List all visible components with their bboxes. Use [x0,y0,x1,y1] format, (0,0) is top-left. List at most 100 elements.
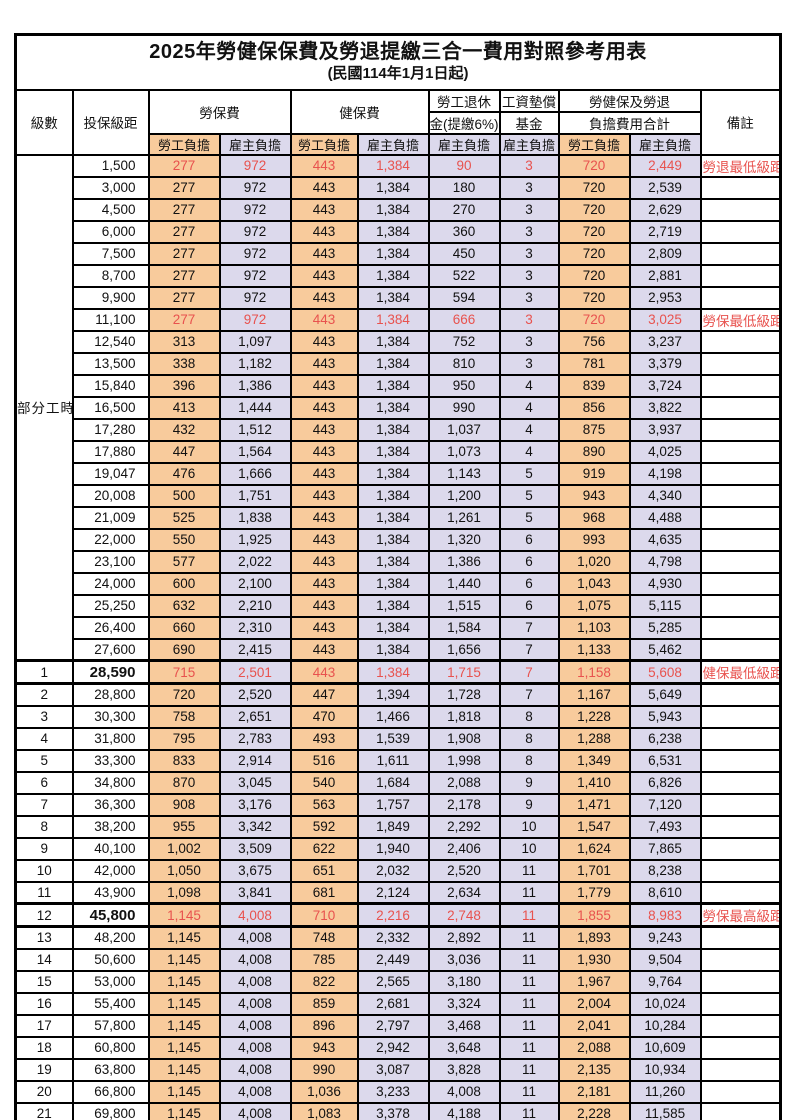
wage-fund-employer-cell: 4 [498,395,560,420]
pension-employer-cell: 3,180 [427,969,501,994]
remark-cell [699,263,782,288]
pension-employer-cell: 3,648 [427,1035,501,1060]
level-cell: 5 [14,748,74,773]
wage-fund-employer-cell: 3 [498,153,560,178]
labor-employee-cell: 1,145 [147,969,221,994]
total-employee-cell: 943 [557,483,631,508]
labor-employer-cell: 1,444 [218,395,292,420]
pension-employer-cell: 522 [427,263,501,288]
total-employee-cell: 756 [557,329,631,354]
pension-employer-cell: 3,324 [427,991,501,1016]
remark-cell: 勞退最低級距 [699,153,782,178]
health-employer-cell: 1,466 [356,704,430,729]
pension-employer-cell: 1,656 [427,637,501,662]
bracket-cell: 27,600 [71,637,150,662]
health-employee-cell: 443 [289,395,359,420]
labor-employer-cell: 2,100 [218,571,292,596]
total-employer-cell: 2,719 [628,219,702,244]
table-row: 14 50,600 1,145 4,008 785 2,449 3,036 11 1,930 9,… [14,947,782,972]
bracket-cell: 3,000 [71,175,150,200]
remark-cell [699,615,782,640]
remark-cell [699,925,782,950]
level-cell: 7 [14,792,74,817]
health-employer-cell: 1,384 [356,263,430,288]
labor-employer-cell: 3,675 [218,858,292,883]
labor-employee-cell: 413 [147,395,221,420]
remark-cell [699,814,782,839]
total-employee-cell: 1,410 [557,770,631,795]
wage-fund-employer-cell: 3 [498,263,560,288]
bracket-cell: 26,400 [71,615,150,640]
header-pension-line2: 金(提繳6%) [427,110,501,135]
total-employer-cell: 2,539 [628,175,702,200]
wage-fund-employer-cell: 11 [498,1057,560,1082]
remark-cell [699,395,782,420]
part-time-label: 部分工時 [14,153,74,662]
labor-employer-cell: 3,342 [218,814,292,839]
health-employer-cell: 1,384 [356,483,430,508]
total-employee-cell: 1,893 [557,925,631,950]
labor-employer-cell: 4,008 [218,925,292,950]
health-employer-cell: 1,849 [356,814,430,839]
labor-employee-cell: 1,098 [147,880,221,905]
labor-employer-cell: 2,520 [218,682,292,707]
total-employer-cell: 3,822 [628,395,702,420]
wage-fund-employer-cell: 5 [498,505,560,530]
labor-employer-cell: 1,386 [218,373,292,398]
pension-employer-cell: 1,584 [427,615,501,640]
table-row: 4 31,800 795 2,783 493 1,539 1,908 8 1,288 6,238 [14,726,782,751]
labor-employee-cell: 690 [147,637,221,662]
pension-employer-cell: 752 [427,329,501,354]
total-employer-cell: 6,826 [628,770,702,795]
total-employee-cell: 781 [557,351,631,376]
remark-cell [699,880,782,905]
table-row: 23,100 577 2,022 443 1,384 1,386 6 1,020 4,798 [16,549,782,574]
pension-employer-cell: 3,828 [427,1057,501,1082]
health-employer-cell: 1,384 [356,197,430,222]
labor-employee-cell: 277 [147,219,221,244]
remark-cell [699,285,782,310]
bracket-cell: 31,800 [71,726,150,751]
health-employee-cell: 443 [289,571,359,596]
pension-employer-cell: 1,728 [427,682,501,707]
pension-employer-cell: 990 [427,395,501,420]
level-cell: 4 [14,726,74,751]
pension-employer-cell: 270 [427,197,501,222]
health-employee-cell: 785 [289,947,359,972]
total-employer-cell: 5,649 [628,682,702,707]
remark-cell [699,858,782,883]
labor-employee-cell: 1,145 [147,902,221,928]
total-employee-cell: 1,930 [557,947,631,972]
table-row: 9 40,100 1,002 3,509 622 1,940 2,406 10 1,624 7,8… [14,836,782,861]
header-total-line1: 勞健保及勞退 [557,88,702,113]
remark-cell [699,351,782,376]
table-row: 13 48,200 1,145 4,008 748 2,332 2,892 11 1,893 9,… [14,925,782,950]
bracket-cell: 48,200 [71,925,150,950]
health-employee-cell: 443 [289,153,359,178]
wage-fund-employer-cell: 3 [498,241,560,266]
bracket-cell: 66,800 [71,1079,150,1104]
bracket-cell: 57,800 [71,1013,150,1038]
total-employer-cell: 3,379 [628,351,702,376]
wage-fund-employer-cell: 6 [498,593,560,618]
labor-employer-cell: 4,008 [218,1101,292,1120]
bracket-cell: 7,500 [71,241,150,266]
table-row: 22,000 550 1,925 443 1,384 1,320 6 993 4,635 [16,527,782,552]
wage-fund-employer-cell: 7 [498,615,560,640]
health-employee-cell: 1,036 [289,1079,359,1104]
table-header: 2025年勞健保保費及勞退提繳三合一費用對照參考用表 (民國114年1月1日起)… [14,33,782,156]
total-employer-cell: 5,943 [628,704,702,729]
wage-fund-employer-cell: 3 [498,219,560,244]
bracket-cell: 6,000 [71,219,150,244]
health-employer-cell: 1,384 [356,615,430,640]
remark-cell [699,1013,782,1038]
health-employer-cell: 1,539 [356,726,430,751]
labor-employee-cell: 277 [147,307,221,332]
table-row: 6,000 277 972 443 1,384 360 3 720 2,719 [16,219,782,244]
wage-fund-employer-cell: 10 [498,836,560,861]
labor-employee-cell: 632 [147,593,221,618]
table-row: 8 38,200 955 3,342 592 1,849 2,292 10 1,547 7,493 [14,814,782,839]
wage-fund-employer-cell: 11 [498,1035,560,1060]
pension-employer-cell: 1,998 [427,748,501,773]
health-employer-cell: 2,942 [356,1035,430,1060]
